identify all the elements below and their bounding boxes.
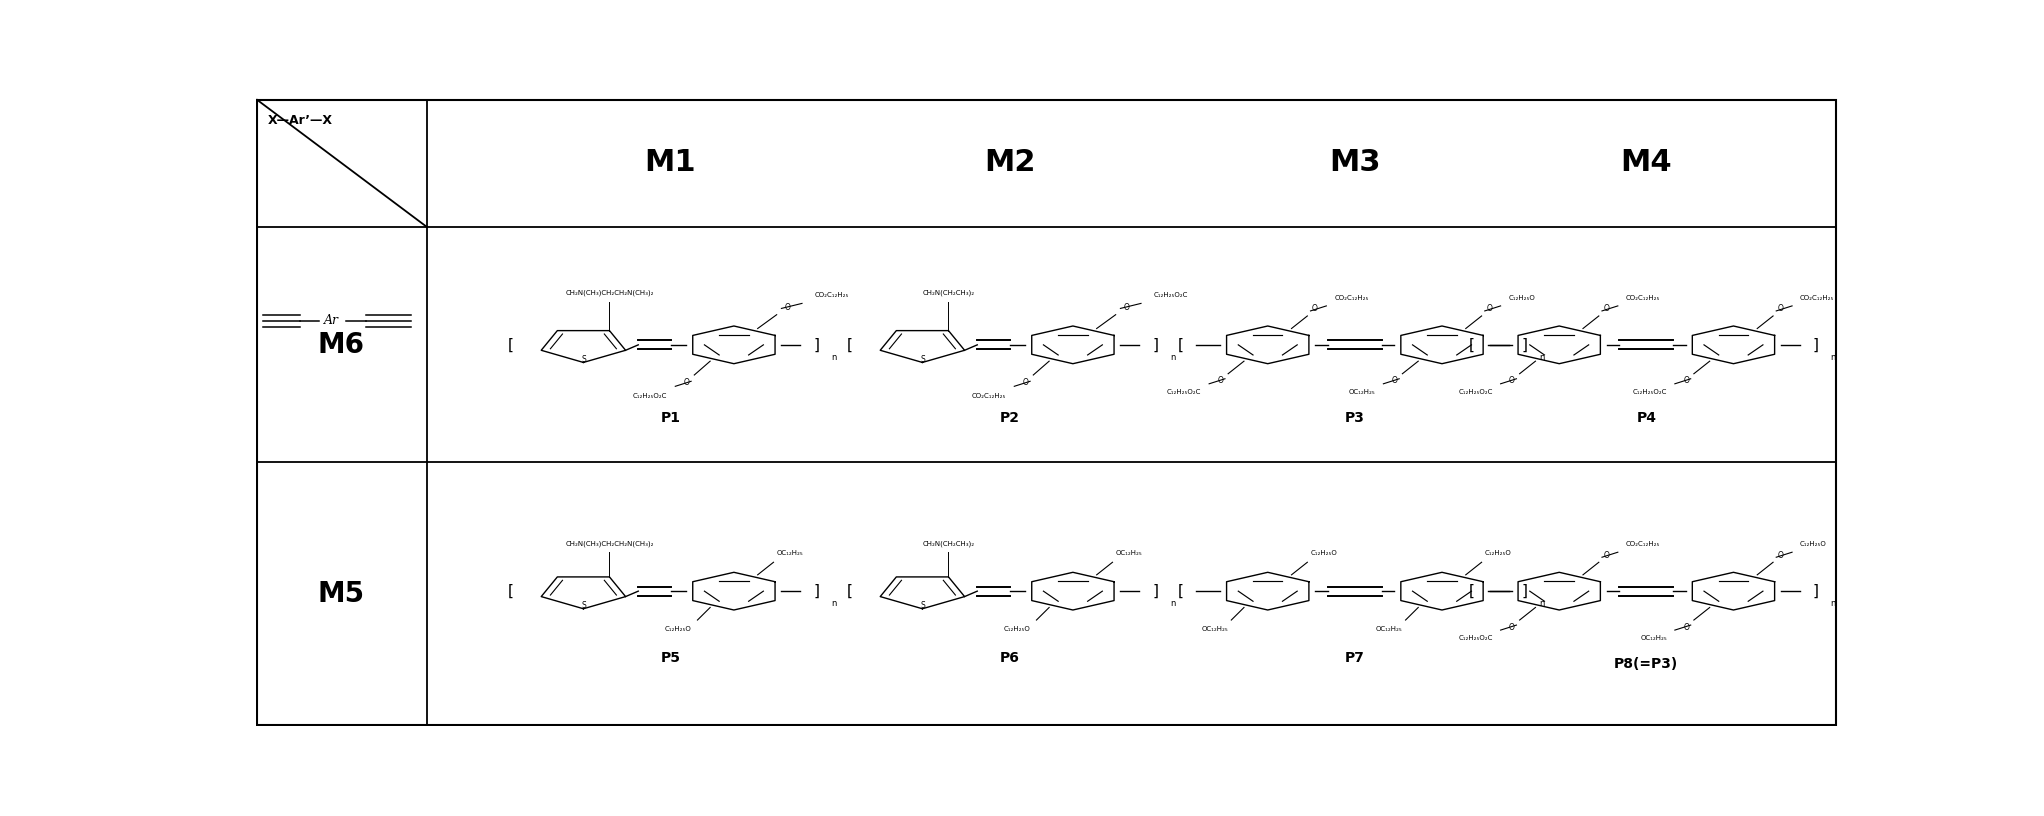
Text: CO₂C₁₂H₂₅: CO₂C₁₂H₂₅ — [973, 392, 1006, 398]
Text: [: [ — [1177, 337, 1183, 353]
Text: CO₂C₁₂H₂₅: CO₂C₁₂H₂₅ — [1335, 295, 1369, 301]
Text: O: O — [1392, 376, 1398, 385]
Text: CO₂C₁₂H₂₅: CO₂C₁₂H₂₅ — [1625, 541, 1660, 548]
Text: O: O — [1605, 551, 1609, 560]
Text: O: O — [1022, 378, 1028, 387]
Text: n: n — [832, 353, 836, 362]
Text: [: [ — [846, 337, 852, 353]
Text: [: [ — [507, 337, 513, 353]
Text: n: n — [1169, 353, 1175, 362]
Text: C₁₂H₂₅O₂C: C₁₂H₂₅O₂C — [1167, 388, 1202, 395]
Text: P5: P5 — [660, 651, 681, 665]
Text: P2: P2 — [1000, 410, 1020, 425]
Text: P1: P1 — [660, 410, 681, 425]
Text: [: [ — [507, 583, 513, 599]
Text: O: O — [1684, 623, 1688, 632]
Text: n: n — [832, 599, 836, 608]
Text: S: S — [580, 601, 587, 610]
Text: OC₁₂H₂₅: OC₁₂H₂₅ — [777, 550, 803, 556]
Text: O: O — [1486, 304, 1492, 313]
Text: S: S — [920, 355, 924, 364]
Text: C₁₂H₂₅O: C₁₂H₂₅O — [1801, 541, 1827, 548]
Text: ]: ] — [1153, 337, 1159, 353]
Text: C₁₂H₂₅O: C₁₂H₂₅O — [1484, 550, 1511, 556]
Text: O: O — [1605, 304, 1609, 313]
Text: n: n — [1539, 353, 1545, 362]
Text: P8(=P3): P8(=P3) — [1615, 657, 1678, 671]
Text: C₁₂H₂₅O₂C: C₁₂H₂₅O₂C — [1457, 388, 1492, 395]
Text: O: O — [1778, 304, 1784, 313]
Text: OC₁₂H₂₅: OC₁₂H₂₅ — [1376, 627, 1402, 632]
Text: n: n — [1539, 599, 1545, 608]
Text: O: O — [1312, 304, 1318, 313]
Text: M2: M2 — [983, 148, 1034, 177]
Text: M6: M6 — [317, 330, 364, 358]
Text: C₁₂H₂₅O: C₁₂H₂₅O — [664, 627, 691, 632]
Text: CO₂C₁₂H₂₅: CO₂C₁₂H₂₅ — [1801, 295, 1833, 301]
Text: ]: ] — [1813, 337, 1819, 353]
Text: OC₁₂H₂₅: OC₁₂H₂₅ — [1202, 627, 1228, 632]
Text: n: n — [1169, 599, 1175, 608]
Text: C₁₂H₂₅O₂C: C₁₂H₂₅O₂C — [1153, 292, 1188, 299]
Text: C₁₂H₂₅O₂C: C₁₂H₂₅O₂C — [634, 392, 666, 398]
Text: [: [ — [1177, 583, 1183, 599]
Text: Ar: Ar — [323, 314, 339, 327]
Text: [: [ — [1470, 583, 1476, 599]
Text: O: O — [785, 303, 791, 312]
Text: O: O — [1508, 376, 1515, 385]
Text: O: O — [683, 378, 689, 387]
Text: M5: M5 — [317, 579, 364, 608]
Text: OC₁₂H₂₅: OC₁₂H₂₅ — [1116, 550, 1143, 556]
Text: ]: ] — [1521, 583, 1527, 599]
Text: CH₂N(CH₂CH₃)₂: CH₂N(CH₂CH₃)₂ — [922, 290, 975, 296]
Text: C₁₂H₂₅O: C₁₂H₂₅O — [1004, 627, 1030, 632]
Text: S: S — [580, 355, 587, 364]
Text: ]: ] — [1153, 583, 1159, 599]
Text: OC₁₂H₂₅: OC₁₂H₂₅ — [1639, 635, 1668, 641]
Text: ]: ] — [814, 583, 820, 599]
Text: ]: ] — [1813, 583, 1819, 599]
Text: ]: ] — [1521, 337, 1527, 353]
Text: CH₂N(CH₃)CH₂CH₂N(CH₃)₂: CH₂N(CH₃)CH₂CH₂N(CH₃)₂ — [566, 540, 654, 547]
Text: M3: M3 — [1329, 148, 1380, 177]
Text: O: O — [1684, 376, 1688, 385]
Text: [: [ — [1470, 337, 1476, 353]
Text: C₁₂H₂₅O₂C: C₁₂H₂₅O₂C — [1457, 635, 1492, 641]
Text: O: O — [1508, 623, 1515, 632]
Text: O: O — [1124, 303, 1130, 312]
Text: OC₁₂H₂₅: OC₁₂H₂₅ — [1349, 388, 1376, 395]
Text: O: O — [1778, 551, 1784, 560]
Text: [: [ — [846, 583, 852, 599]
Text: CO₂C₁₂H₂₅: CO₂C₁₂H₂₅ — [1625, 295, 1660, 301]
Text: C₁₂H₂₅O: C₁₂H₂₅O — [1310, 550, 1337, 556]
Text: X—Ar’—X: X—Ar’—X — [268, 113, 333, 126]
Text: M4: M4 — [1621, 148, 1672, 177]
Text: P3: P3 — [1345, 410, 1365, 425]
Text: O: O — [1218, 376, 1224, 385]
Text: C₁₂H₂₅O₂C: C₁₂H₂₅O₂C — [1633, 388, 1668, 395]
Text: M1: M1 — [644, 148, 697, 177]
Text: n: n — [1831, 599, 1836, 608]
Text: P7: P7 — [1345, 651, 1365, 665]
Text: P6: P6 — [1000, 651, 1020, 665]
Text: CH₂N(CH₂CH₃)₂: CH₂N(CH₂CH₃)₂ — [922, 540, 975, 547]
Text: CO₂C₁₂H₂₅: CO₂C₁₂H₂₅ — [816, 292, 848, 299]
Text: n: n — [1831, 353, 1836, 362]
Text: ]: ] — [814, 337, 820, 353]
Text: CH₂N(CH₃)CH₂CH₂N(CH₃)₂: CH₂N(CH₃)CH₂CH₂N(CH₃)₂ — [566, 290, 654, 296]
Text: C₁₂H₂₅O: C₁₂H₂₅O — [1508, 295, 1535, 301]
Text: P4: P4 — [1637, 410, 1656, 425]
Text: S: S — [920, 601, 924, 610]
